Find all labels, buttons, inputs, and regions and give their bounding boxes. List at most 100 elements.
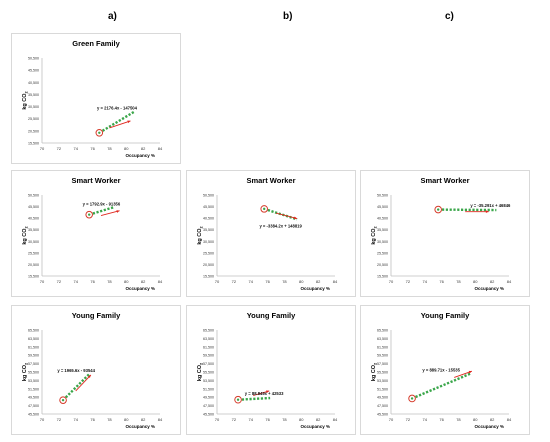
x-tick-label: 84 — [158, 417, 163, 422]
x-tick-label: 72 — [57, 417, 62, 422]
y-tick-label: 63,500 — [377, 337, 388, 341]
chart-svg: 15,500 20,500 25,500 30,500 35,500 40,500 45,5… — [371, 194, 512, 292]
x-tick-label: 78 — [107, 417, 112, 422]
x-tick-label: 82 — [141, 146, 146, 151]
x-tick-label: 76 — [90, 417, 95, 422]
chart-panel-smart-worker-c: Smart Worker 15,500 20,500 25,500 30,500 35,5… — [360, 170, 530, 297]
x-axis-label: Occupancy % — [125, 153, 155, 158]
x-tick-label: 74 — [73, 146, 78, 151]
y-tick-label: 25,500 — [28, 117, 39, 121]
x-axis-label: Occupancy % — [474, 424, 504, 429]
x-tick-label: 70 — [215, 279, 220, 284]
trendline-equation: y = 1965.6x - 93544 — [57, 368, 95, 373]
trend-line — [411, 372, 471, 400]
y-tick-label: 20,500 — [377, 263, 388, 267]
chart-title: Young Family — [420, 311, 470, 320]
trendline-equation: y = -3384.2x + 148819 — [259, 223, 302, 228]
trend-arrow-head — [485, 210, 489, 214]
y-tick-label: 25,500 — [203, 251, 214, 255]
x-tick-label: 72 — [406, 417, 411, 422]
x-tick-label: 76 — [90, 279, 95, 284]
y-tick-label: 20,500 — [203, 263, 214, 267]
y-tick-label: 49,500 — [28, 396, 39, 400]
x-tick-label: 82 — [490, 417, 495, 422]
y-tick-label: 45,500 — [28, 205, 39, 209]
y-axis-label: kg CO2 — [371, 226, 378, 244]
y-tick-label: 45,500 — [203, 205, 214, 209]
x-tick-label: 72 — [232, 279, 237, 284]
trend-arrow-head — [468, 370, 472, 374]
y-tick-label: 47,500 — [28, 404, 39, 408]
y-tick-label: 53,500 — [377, 379, 388, 383]
x-tick-label: 80 — [299, 279, 304, 284]
y-tick-label: 40,500 — [28, 217, 39, 221]
chart-title: Young Family — [246, 311, 296, 320]
y-tick-label: 50,500 — [203, 194, 214, 198]
y-tick-label: 35,500 — [377, 228, 388, 232]
y-tick-label: 40,500 — [377, 217, 388, 221]
x-tick-label: 80 — [473, 279, 478, 284]
trend-arrow — [100, 210, 120, 217]
y-tick-label: 61,500 — [28, 345, 39, 349]
chart-svg: 45,500 47,500 49,500 51,500 53,500 55,500 57,5… — [371, 329, 512, 430]
x-tick-label: 72 — [406, 279, 411, 284]
trend-arrow-head — [127, 120, 131, 124]
chart-panel-smart-worker-b: Smart Worker 15,500 20,500 25,500 30,500 35,5… — [186, 170, 356, 297]
chart-svg: 45,500 47,500 49,500 51,500 53,500 55,500 57,5… — [197, 329, 338, 430]
y-axis-label: kg CO2 — [197, 226, 204, 244]
x-axis-label: Occupancy % — [125, 424, 155, 429]
y-tick-label: 35,500 — [28, 228, 39, 232]
x-tick-label: 84 — [333, 279, 338, 284]
trend-line — [98, 110, 136, 134]
trend-arrow — [109, 120, 131, 129]
chart-title: Smart Worker — [420, 176, 470, 185]
x-tick-label: 78 — [456, 417, 461, 422]
data-point — [61, 398, 65, 402]
data-point — [410, 397, 414, 400]
trend-arrow-head — [87, 374, 91, 378]
x-axis-label: Occupancy % — [300, 286, 330, 291]
trendline-equation: y = 2176.4x - 147504 — [97, 105, 138, 110]
y-tick-label: 57,500 — [203, 362, 214, 366]
x-tick-label: 80 — [124, 279, 129, 284]
x-tick-label: 78 — [282, 279, 287, 284]
trendline-equation: y = -35.291x + 46846 — [470, 203, 511, 208]
y-tick-label: 51,500 — [203, 387, 214, 391]
y-tick-label: 65,500 — [28, 329, 39, 333]
y-tick-label: 61,500 — [377, 345, 388, 349]
trend-line — [238, 396, 271, 401]
trend-arrow-head — [266, 390, 270, 394]
y-tick-label: 47,500 — [377, 404, 388, 408]
x-tick-label: 72 — [232, 417, 237, 422]
x-tick-label: 76 — [265, 279, 270, 284]
y-tick-label: 45,500 — [203, 413, 214, 417]
x-tick-label: 74 — [422, 279, 427, 284]
x-tick-label: 76 — [90, 146, 95, 151]
y-tick-label: 63,500 — [203, 337, 214, 341]
x-tick-label: 74 — [248, 279, 253, 284]
data-point — [98, 131, 101, 134]
trend-arrow-head — [293, 216, 298, 220]
chart-panel-green-family-a: Green Family 15,500 20,500 25,500 30,500 35,5… — [11, 33, 181, 164]
y-axis-label: kg CO2 — [22, 363, 29, 381]
y-tick-label: 30,500 — [203, 240, 214, 244]
x-tick-label: 82 — [141, 417, 146, 422]
y-tick-label: 63,500 — [28, 337, 39, 341]
y-tick-label: 15,500 — [28, 142, 39, 146]
x-tick-label: 74 — [73, 279, 78, 284]
x-tick-label: 70 — [389, 417, 394, 422]
trend-line — [62, 373, 91, 401]
y-tick-label: 30,500 — [28, 240, 39, 244]
x-tick-label: 72 — [57, 279, 62, 284]
y-tick-label: 47,500 — [203, 404, 214, 408]
x-tick-label: 80 — [473, 417, 478, 422]
x-tick-label: 84 — [507, 417, 512, 422]
x-tick-label: 80 — [124, 417, 129, 422]
y-tick-label: 65,500 — [377, 329, 388, 333]
chart-title: Young Family — [71, 311, 121, 320]
trendline-equation: y = 88.849x + 42533 — [245, 391, 284, 396]
x-tick-label: 78 — [107, 279, 112, 284]
x-tick-label: 74 — [422, 417, 427, 422]
x-tick-label: 76 — [265, 417, 270, 422]
x-tick-label: 82 — [141, 279, 146, 284]
